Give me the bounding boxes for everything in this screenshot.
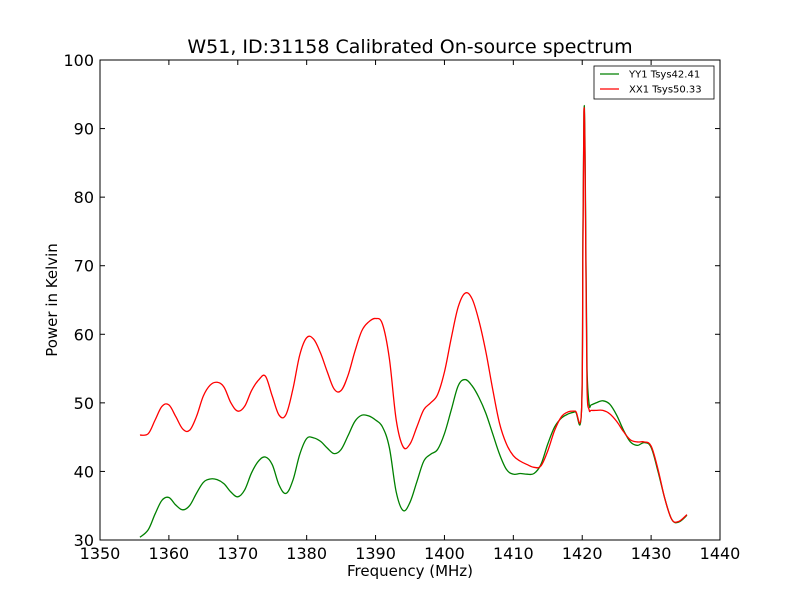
y-tick-label: 80 <box>74 188 94 207</box>
x-tick-label: 1370 <box>217 544 258 563</box>
y-tick-label: 90 <box>74 120 94 139</box>
x-axis-label: Frequency (MHz) <box>347 562 473 580</box>
x-tick-label: 1380 <box>286 544 327 563</box>
y-tick-label: 50 <box>74 394 94 413</box>
series-layer <box>139 104 688 538</box>
legend-entry-xx1: XX1 Tsys50.33 <box>629 85 702 96</box>
y-axis-label: Power in Kelvin <box>43 243 61 357</box>
x-tick-label: 1410 <box>493 544 534 563</box>
y-tick-label: 60 <box>74 325 94 344</box>
x-tick-label: 1350 <box>80 544 121 563</box>
x-tick-label: 1400 <box>424 544 465 563</box>
ticks-layer: 1350 1360 1370 1380 1390 1400 1410 1420 1430 1440… <box>63 51 740 563</box>
y-tick-label: 40 <box>74 462 94 481</box>
chart-title: W51, ID:31158 Calibrated On-source spect… <box>187 36 632 58</box>
legend: YY1 Tsys42.41 XX1 Tsys50.33 <box>593 65 715 100</box>
y-tick-label: 70 <box>74 257 94 276</box>
y-tick-label: 30 <box>74 531 94 550</box>
series-line-xx1 <box>139 107 688 523</box>
plot-frame <box>99 59 721 541</box>
x-tick-label: 1360 <box>149 544 190 563</box>
x-tick-label: 1430 <box>631 544 672 563</box>
legend-box <box>593 65 715 100</box>
x-tick-label: 1420 <box>562 544 603 563</box>
x-tick-label: 1390 <box>355 544 396 563</box>
x-tick-label: 1440 <box>700 544 741 563</box>
y-tick-label: 100 <box>63 51 94 70</box>
legend-entry-yy1: YY1 Tsys42.41 <box>628 70 700 81</box>
series-line-yy1 <box>139 104 688 538</box>
